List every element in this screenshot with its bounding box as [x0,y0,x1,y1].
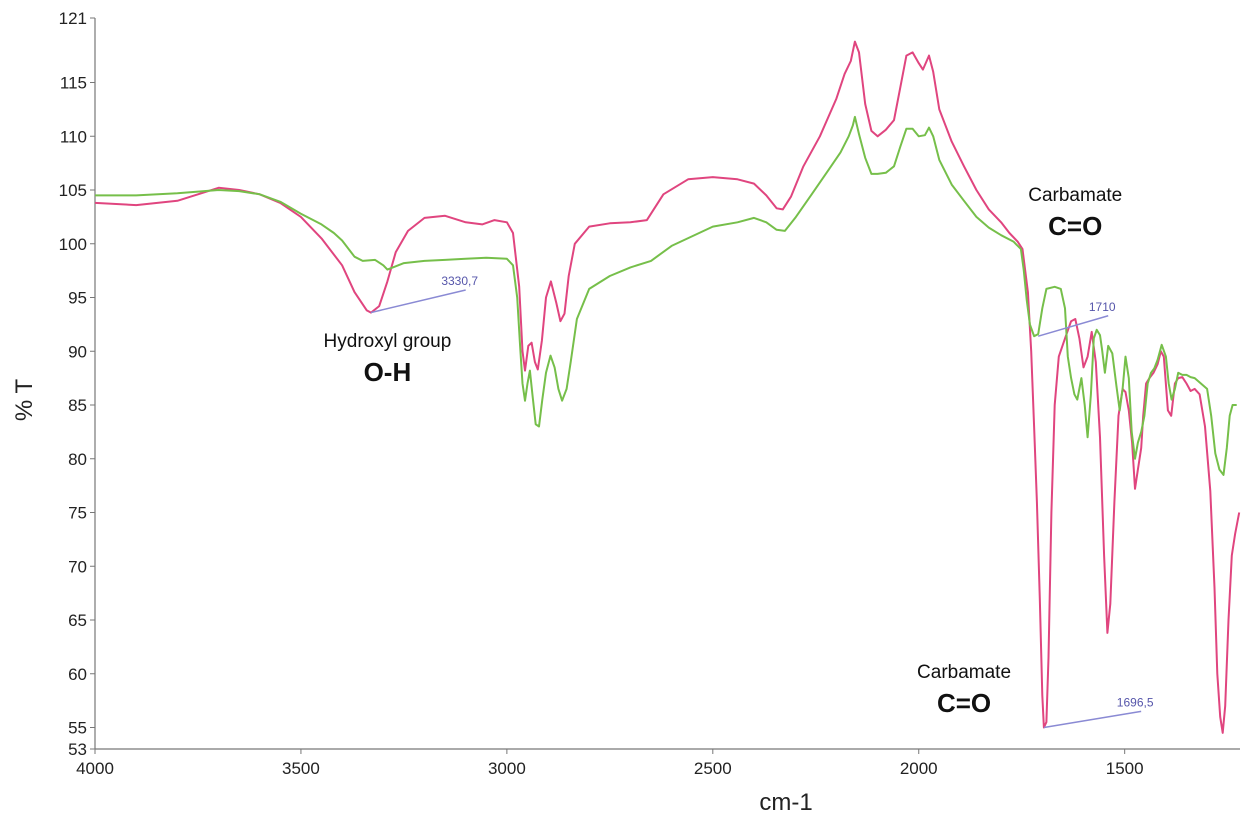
peak-label: 3330,7 [441,274,478,288]
y-tick-label: 80 [68,450,87,469]
annotation-group-name: Carbamate [1028,185,1122,206]
y-tick-label: 55 [68,719,87,738]
x-axis-title: cm-1 [759,789,812,816]
y-tick-label: 105 [59,181,87,200]
y-tick-label: 75 [68,504,87,523]
peak-labels: 3330,7 1710 1696,5 [370,274,1154,729]
y-tick-label: 95 [68,289,87,308]
series-line-2 [95,115,1237,476]
y-axis-title: % T [11,379,38,422]
peak-leader-line [1037,315,1109,337]
x-tick-label: 3500 [282,759,320,778]
annotation-bond: O-H [364,357,412,387]
peak-leader-line [370,289,466,314]
annotation-group-name: Carbamate [917,662,1011,683]
series-line-1 [94,40,1241,734]
y-tick-label: 70 [68,557,87,576]
peak-label: 1710 [1089,300,1116,314]
peak-leader-line [1043,710,1142,729]
y-tick-label: 53 [68,740,87,759]
y-tick-label: 60 [68,665,87,684]
x-tick-label: 2000 [900,759,938,778]
y-tick-label: 90 [68,342,87,361]
x-tick-label: 4000 [76,759,114,778]
annotation-bond: C=O [1048,211,1102,241]
y-tick-label: 115 [60,74,87,93]
y-tick-label: 121 [59,9,87,28]
x-tick-label: 2500 [694,759,732,778]
annotation-group-name: Hydroxyl group [324,331,452,352]
y-tick-label: 110 [60,127,87,146]
y-tick-label: 100 [59,235,87,254]
annotation-bond: C=O [937,688,991,718]
series-group [94,40,1241,734]
x-tick-label: 1500 [1106,759,1144,778]
y-tick-label: 65 [68,611,87,630]
annotations: Hydroxyl group O-H Carbamate C=O Carbamate C=… [324,185,1123,718]
peak-label: 1696,5 [1117,695,1154,709]
y-tick-label: 85 [68,396,87,415]
x-tick-label: 3000 [488,759,526,778]
